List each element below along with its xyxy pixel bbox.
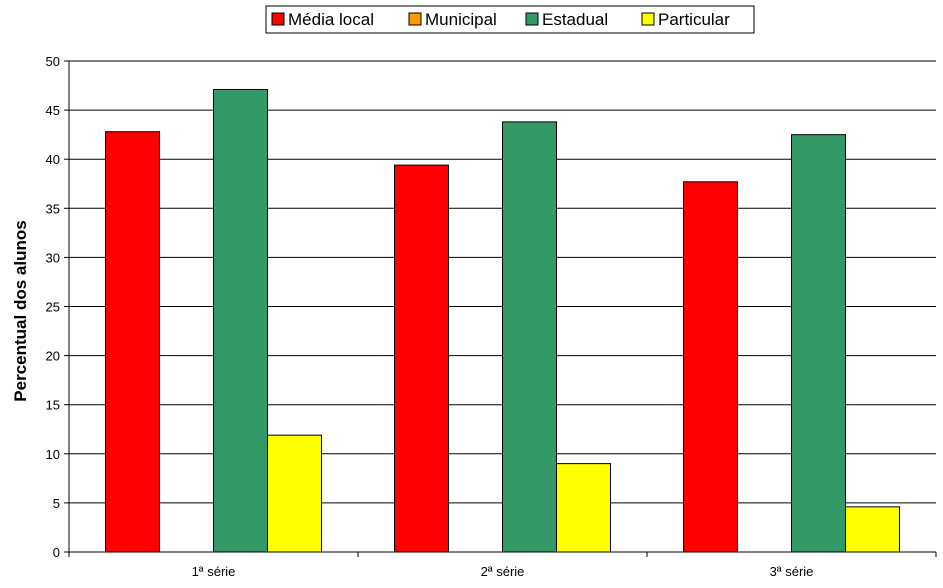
bar-estadual bbox=[791, 134, 846, 553]
legend-label: Média local bbox=[288, 10, 374, 29]
legend-swatch bbox=[271, 12, 285, 26]
y-tick-label: 0 bbox=[53, 545, 60, 560]
bar-media-local bbox=[394, 164, 449, 553]
y-tick-label: 45 bbox=[46, 103, 60, 118]
y-tick-label: 25 bbox=[46, 300, 60, 315]
bar-estadual bbox=[213, 88, 268, 553]
legend-swatch bbox=[525, 12, 539, 26]
legend: Média local Municipal Estadual Particular bbox=[265, 5, 755, 34]
x-tick-label: 2ª série bbox=[481, 564, 525, 579]
x-axis-ticks: 1ª série 2ª série 3ª série bbox=[68, 552, 937, 579]
legend-label: Estadual bbox=[542, 10, 608, 29]
bar-estadual bbox=[502, 121, 557, 553]
y-tick-label: 20 bbox=[46, 349, 60, 364]
bar-media-local bbox=[683, 181, 738, 553]
bar-particular bbox=[267, 434, 322, 553]
y-axis-label: Percentual dos alunos bbox=[11, 220, 30, 401]
y-tick-label: 30 bbox=[46, 250, 60, 265]
y-tick-label: 35 bbox=[46, 201, 60, 216]
y-tick-label: 10 bbox=[46, 447, 60, 462]
legend-label: Particular bbox=[658, 10, 730, 29]
bar-media-local bbox=[105, 131, 160, 553]
legend-swatch bbox=[408, 12, 422, 26]
legend-swatch bbox=[641, 12, 655, 26]
y-tick-label: 40 bbox=[46, 152, 60, 167]
y-axis-ticks: 0 5 10 15 20 25 30 35 40 45 50 bbox=[46, 54, 69, 560]
y-tick-label: 15 bbox=[46, 398, 60, 413]
y-tick-label: 5 bbox=[53, 496, 60, 511]
legend-box bbox=[265, 5, 755, 34]
bar-particular bbox=[845, 506, 900, 553]
legend-label: Municipal bbox=[425, 10, 497, 29]
bar-particular bbox=[556, 463, 611, 553]
x-tick-label: 3ª série bbox=[770, 564, 814, 579]
x-tick-label: 1ª série bbox=[192, 564, 236, 579]
y-tick-label: 50 bbox=[46, 54, 60, 69]
